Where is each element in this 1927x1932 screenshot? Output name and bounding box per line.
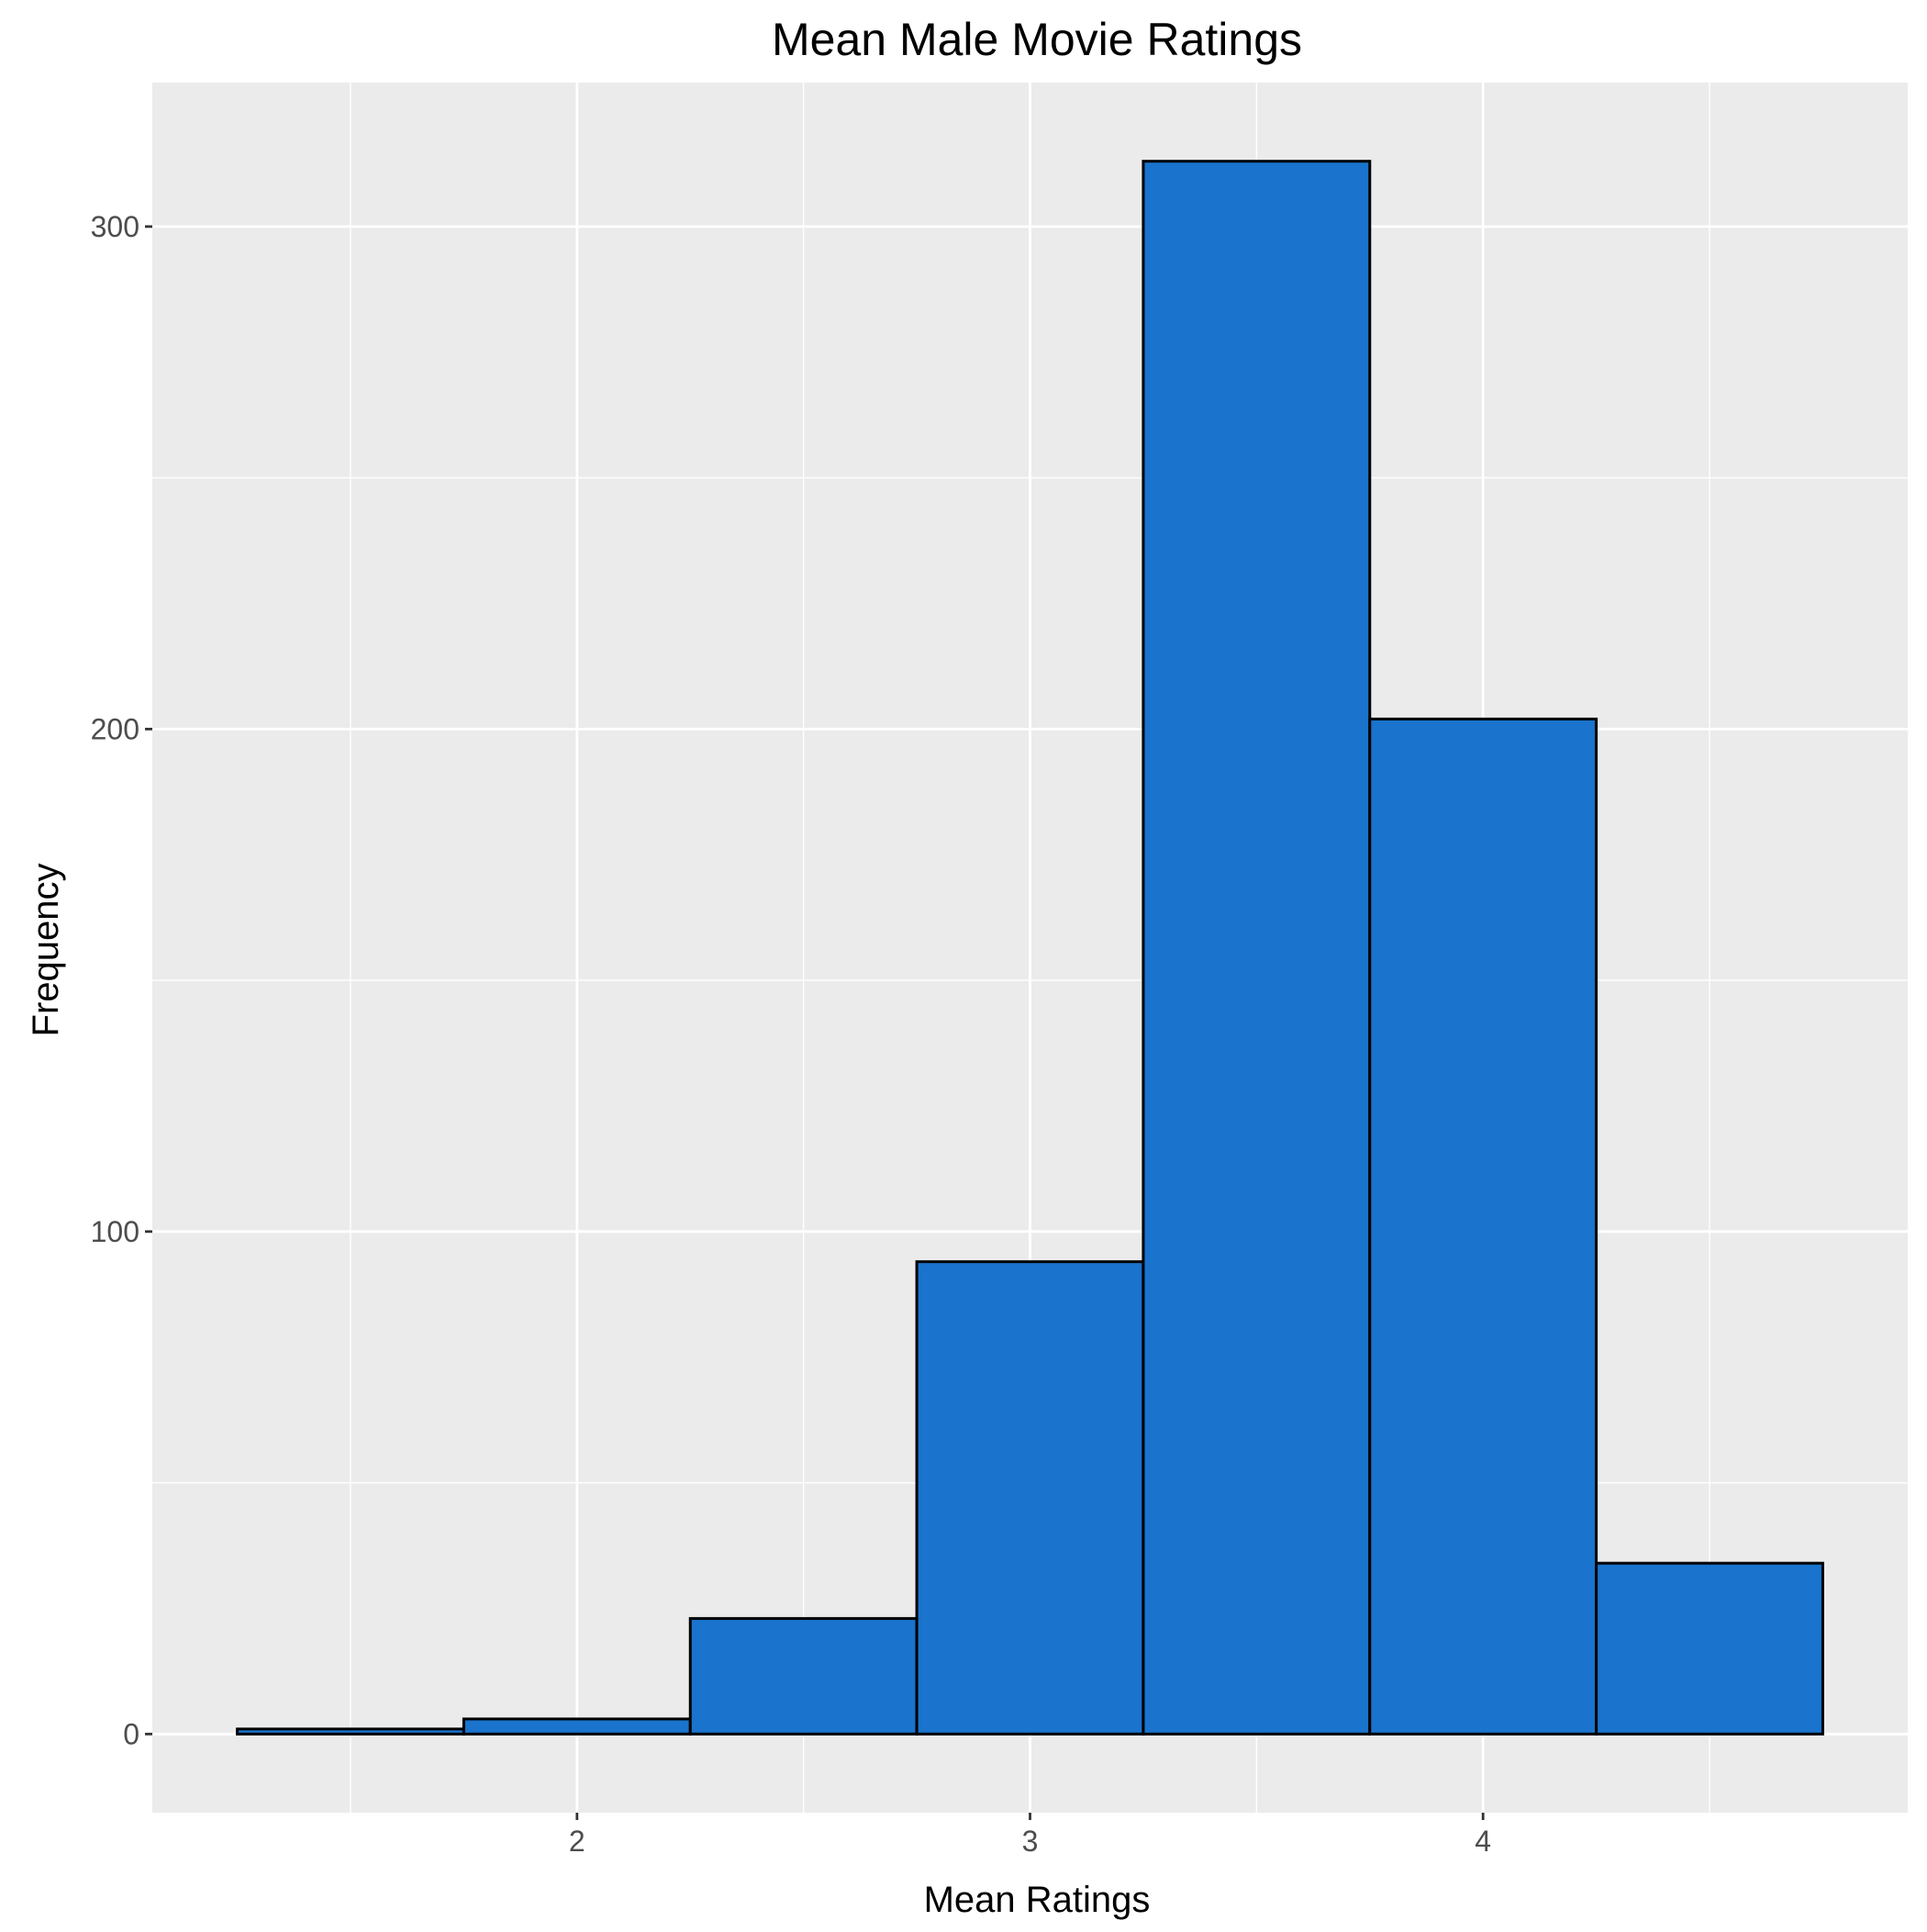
histogram-bar-6	[1368, 717, 1598, 1736]
y-tick-label: 300	[91, 210, 139, 243]
x-tick-label: 4	[1475, 1825, 1491, 1858]
x-tick-label: 3	[1022, 1825, 1039, 1858]
x-tick-label: 2	[569, 1825, 585, 1858]
histogram-bar-7	[1595, 1561, 1824, 1736]
y-tick-label: 200	[91, 712, 139, 745]
histogram-bar-2	[462, 1717, 692, 1736]
histogram-bar-5	[1142, 160, 1372, 1736]
y-axis-title: Frequency	[26, 864, 66, 1037]
y-axis: 0 100 200 300	[91, 210, 152, 1750]
y-tick-label: 100	[91, 1215, 139, 1248]
y-tick-label: 0	[123, 1717, 139, 1750]
histogram-bar-3	[688, 1616, 919, 1736]
histogram-bar-1	[236, 1727, 465, 1736]
histogram-bar-4	[915, 1260, 1145, 1736]
histogram-bars	[236, 160, 1824, 1736]
x-axis-title: Mean Ratings	[924, 1880, 1151, 1920]
x-axis: 2 3 4	[569, 1813, 1491, 1858]
chart-title: Mean Male Movie Ratings	[772, 14, 1302, 65]
